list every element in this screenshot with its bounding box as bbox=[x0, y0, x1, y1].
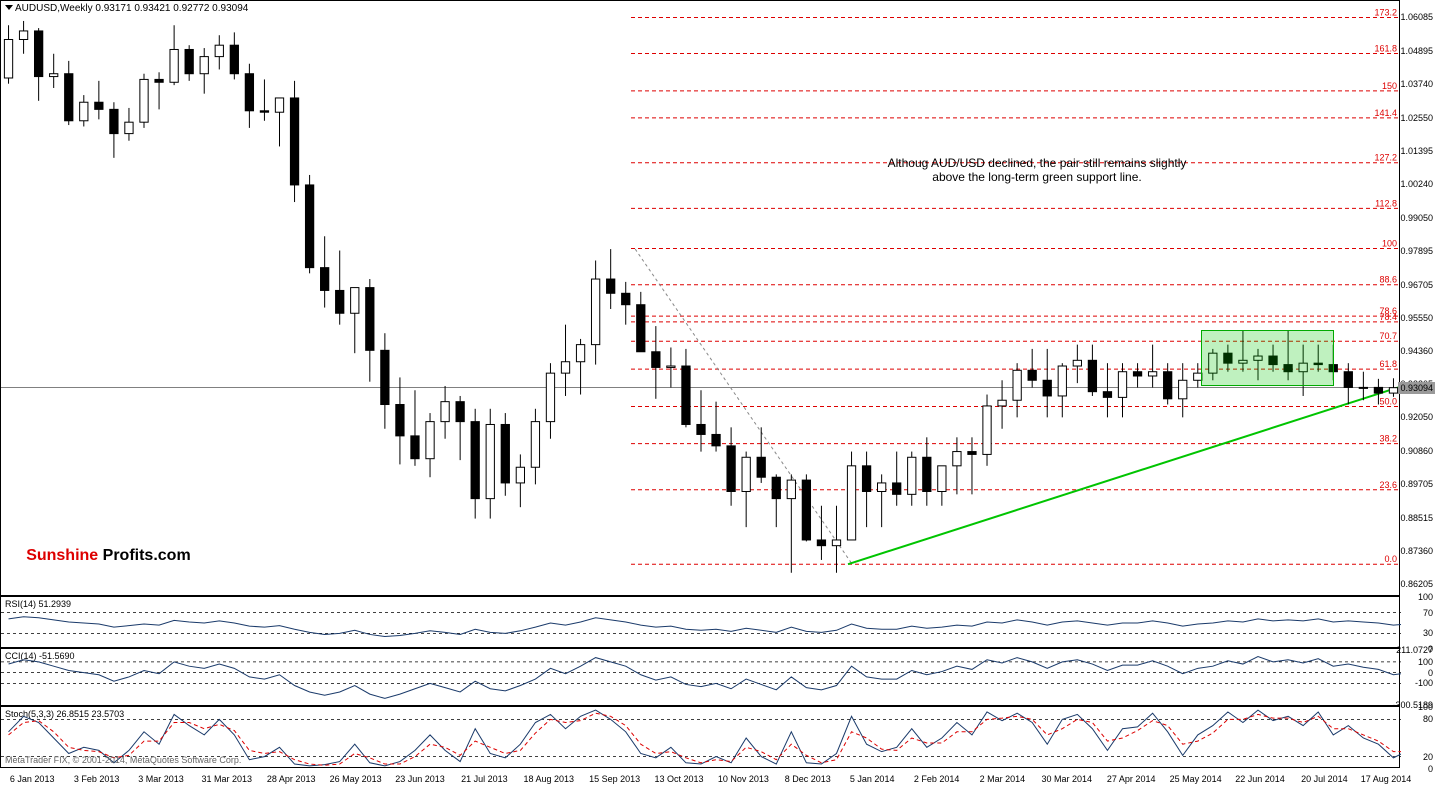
cci-svg bbox=[1, 649, 1401, 707]
rsi-svg bbox=[1, 597, 1401, 649]
cci-y-axis: 211.07271000-100-300.5189 bbox=[1399, 649, 1435, 705]
watermark: Sunshine Profits.com bbox=[26, 547, 190, 565]
svg-text:0.0: 0.0 bbox=[1384, 554, 1397, 564]
svg-text:141.4: 141.4 bbox=[1374, 108, 1397, 118]
main-chart-svg: 173.2161.8150141.4127.2112.810088.678.67… bbox=[1, 1, 1401, 597]
svg-text:50.0: 50.0 bbox=[1379, 397, 1397, 407]
price-y-axis: 1.060851.048951.037401.025501.013951.002… bbox=[1399, 1, 1435, 595]
time-x-axis: 6 Jan 20133 Feb 20133 Mar 201331 Mar 201… bbox=[0, 768, 1400, 788]
svg-text:127.2: 127.2 bbox=[1374, 153, 1397, 163]
watermark-part-2: Profits.com bbox=[98, 547, 190, 564]
svg-text:112.8: 112.8 bbox=[1375, 198, 1397, 208]
stoch-panel[interactable]: Stoch(5,3,3) 26.8515 23.5703 10080200 Me… bbox=[0, 706, 1400, 768]
rsi-y-axis: 10070300 bbox=[1399, 597, 1435, 647]
svg-text:38.2: 38.2 bbox=[1379, 434, 1397, 444]
annotation-line-1: Althoug AUD/USD declined, the pair still… bbox=[837, 156, 1237, 170]
main-price-chart[interactable]: AUDUSD,Weekly 0.93171 0.93421 0.92772 0.… bbox=[0, 0, 1400, 596]
svg-text:78.4: 78.4 bbox=[1379, 312, 1397, 322]
chart-annotation: Althoug AUD/USD declined, the pair still… bbox=[837, 156, 1237, 184]
highlight-box bbox=[1201, 330, 1334, 386]
rsi-panel[interactable]: RSI(14) 51.2939 10070300 bbox=[0, 596, 1400, 648]
copyright-text: MetaTrader FIX, © 2001-2014, MetaQuotes … bbox=[5, 755, 241, 765]
svg-text:161.8: 161.8 bbox=[1374, 43, 1397, 53]
watermark-part-1: Sunshine bbox=[26, 547, 98, 564]
svg-text:23.6: 23.6 bbox=[1379, 480, 1397, 490]
stoch-y-axis: 10080200 bbox=[1399, 707, 1435, 767]
svg-text:70.7: 70.7 bbox=[1379, 331, 1397, 341]
svg-text:173.2: 173.2 bbox=[1374, 8, 1397, 18]
cci-panel[interactable]: CCI(14) -51.5690 211.07271000-100-300.51… bbox=[0, 648, 1400, 706]
svg-text:150: 150 bbox=[1382, 81, 1397, 91]
annotation-line-2: above the long-term green support line. bbox=[837, 170, 1237, 184]
svg-text:88.6: 88.6 bbox=[1379, 275, 1397, 285]
current-price-marker: 0.93094 bbox=[1398, 382, 1435, 394]
svg-text:61.8: 61.8 bbox=[1379, 359, 1397, 369]
svg-text:100: 100 bbox=[1382, 239, 1397, 249]
